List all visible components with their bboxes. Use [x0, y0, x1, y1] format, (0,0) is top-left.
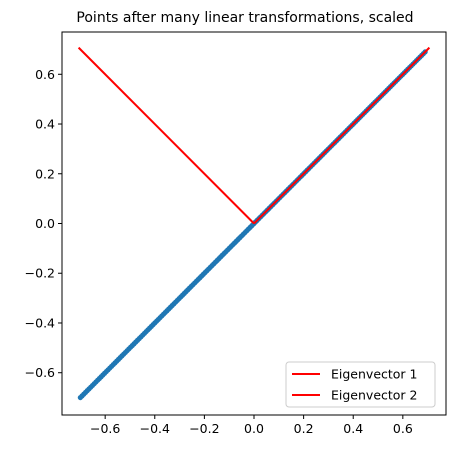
eigenvector-line-2	[77, 46, 255, 225]
y-tick-label: −0.4	[25, 315, 55, 330]
y-tick-label: 0.6	[35, 67, 55, 82]
y-tick-label: 0.2	[35, 166, 55, 181]
legend-box	[285, 361, 436, 408]
eigenvector-line-1	[253, 46, 431, 225]
x-tick-label: −0.2	[189, 421, 219, 436]
y-tick-label: 0.0	[35, 216, 55, 231]
chart-title: Points after many linear transformations…	[76, 10, 413, 26]
legend: Eigenvector 1 Eigenvector 2	[285, 361, 436, 408]
y-axis: −0.6 −0.4 −0.2 0.0 0.2 0.4 0.6	[25, 67, 62, 380]
y-tick-label: −0.6	[25, 365, 55, 380]
x-tick-label: −0.4	[140, 421, 170, 436]
x-tick-label: 0.6	[393, 421, 413, 436]
plot-area	[77, 46, 431, 401]
x-axis: −0.6 −0.4 −0.2 0.0 0.2 0.4 0.6	[90, 415, 413, 436]
legend-label-eigenvector-2: Eigenvector 2	[331, 388, 418, 403]
x-tick-label: 0.2	[294, 421, 314, 436]
x-tick-label: −0.6	[90, 421, 120, 436]
x-tick-label: 0.4	[343, 421, 363, 436]
y-tick-label: −0.2	[25, 266, 55, 281]
x-tick-label: 0.0	[244, 421, 264, 436]
y-tick-label: 0.4	[35, 117, 55, 132]
legend-label-eigenvector-1: Eigenvector 1	[331, 367, 418, 382]
